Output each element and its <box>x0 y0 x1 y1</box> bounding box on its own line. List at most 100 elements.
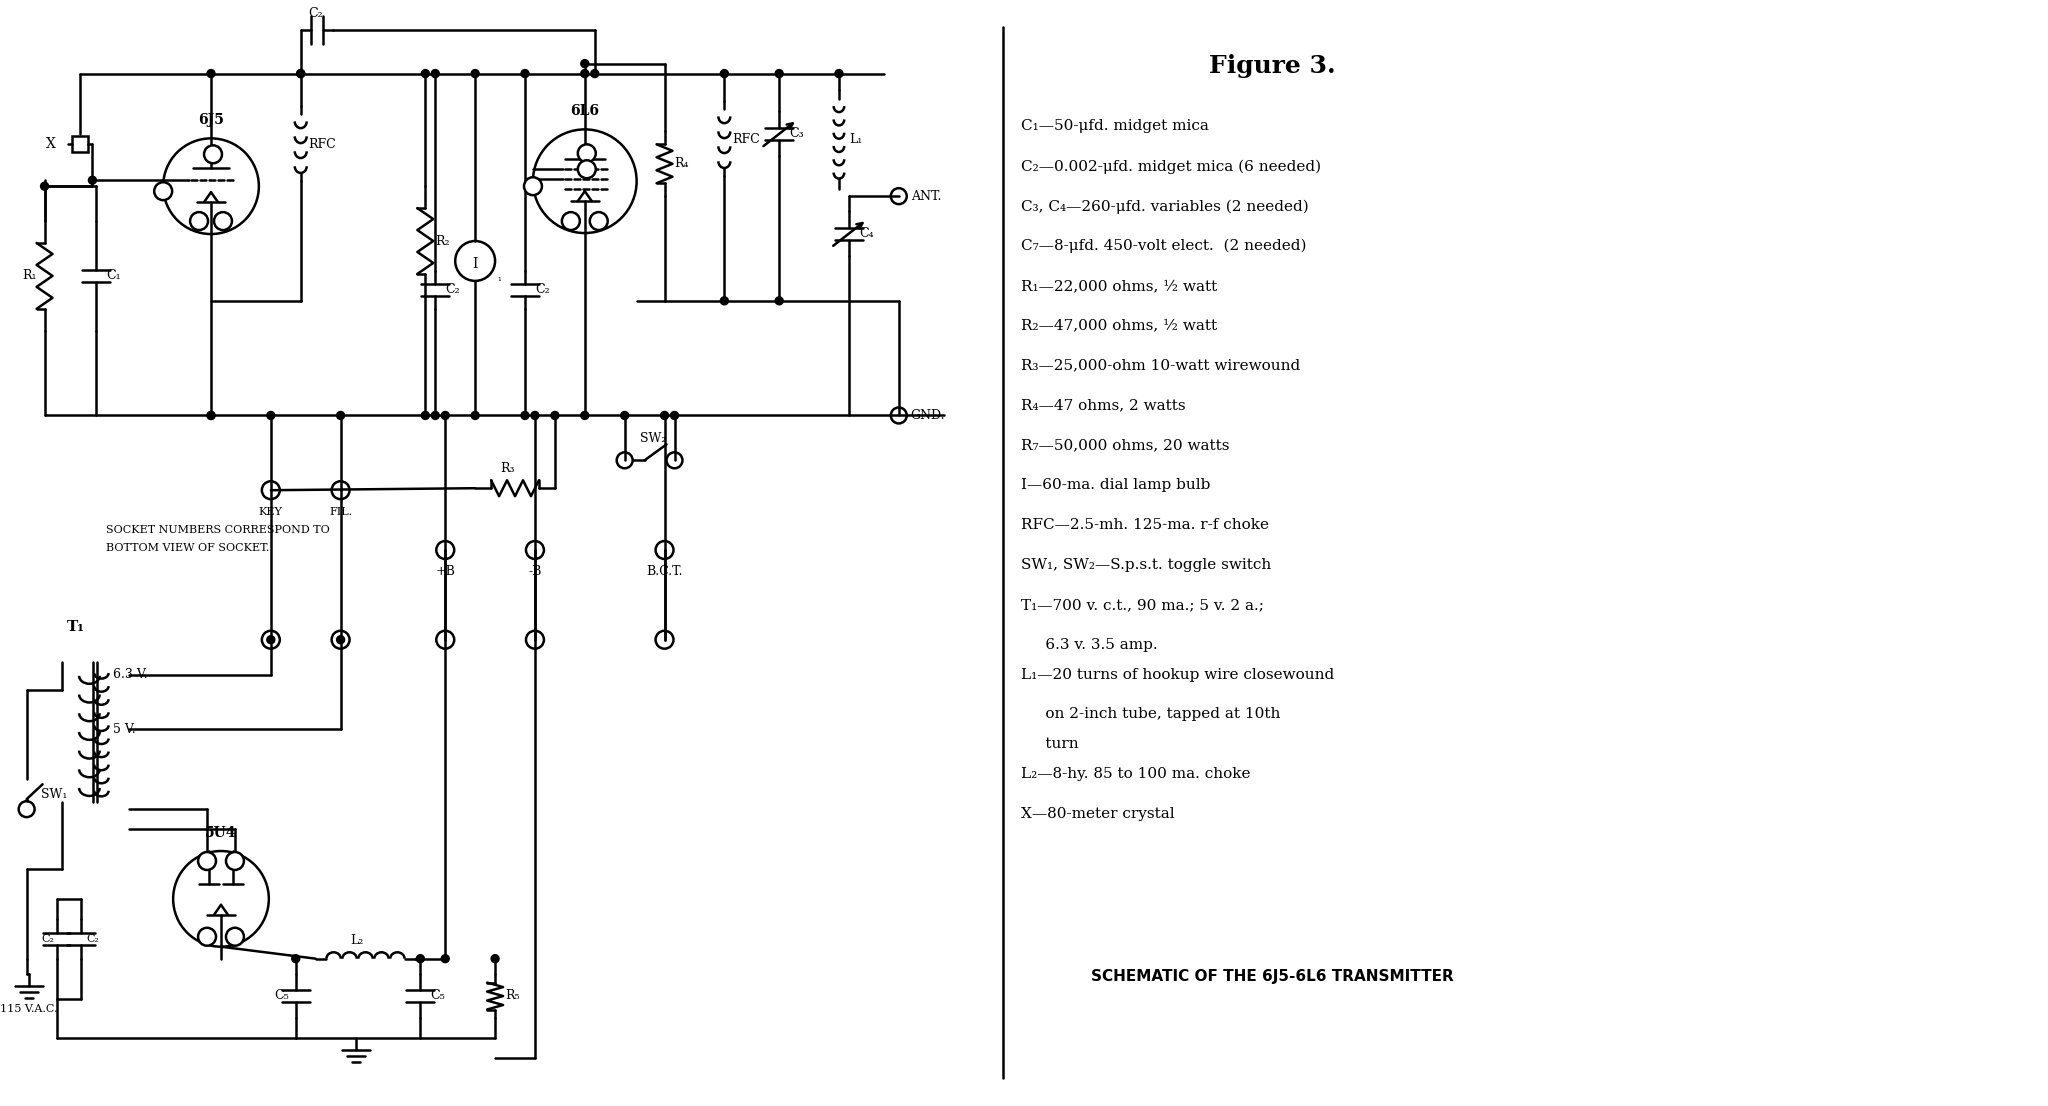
Text: R₁—22,000 ohms, ½ watt: R₁—22,000 ohms, ½ watt <box>1022 279 1219 293</box>
Circle shape <box>551 411 559 419</box>
Text: 5: 5 <box>160 186 166 196</box>
Text: C₇—8-μfd. 450-volt elect.  (2 needed): C₇—8-μfd. 450-volt elect. (2 needed) <box>1022 239 1307 253</box>
Text: C₅: C₅ <box>274 989 289 1002</box>
Circle shape <box>721 70 729 77</box>
Circle shape <box>590 212 608 230</box>
Text: C₃: C₃ <box>788 127 803 139</box>
Text: SW₂: SW₂ <box>639 431 666 445</box>
Text: on 2-inch tube, tapped at 10th: on 2-inch tube, tapped at 10th <box>1022 708 1280 721</box>
Text: T₁—700 v. c.t., 90 ma.; 5 v. 2 a.;: T₁—700 v. c.t., 90 ma.; 5 v. 2 a.; <box>1022 598 1264 612</box>
Text: 6.3 V.: 6.3 V. <box>113 668 147 681</box>
Text: L₁—20 turns of hookup wire closewound: L₁—20 turns of hookup wire closewound <box>1022 668 1335 681</box>
Circle shape <box>207 70 215 77</box>
Text: 4: 4 <box>205 931 211 941</box>
Text: RFC: RFC <box>733 133 760 146</box>
Circle shape <box>336 411 344 419</box>
Circle shape <box>432 70 438 77</box>
Circle shape <box>266 411 274 419</box>
Text: I: I <box>473 257 477 271</box>
Text: C₃, C₄—260-μfd. variables (2 needed): C₃, C₄—260-μfd. variables (2 needed) <box>1022 199 1309 213</box>
Text: Figure 3.: Figure 3. <box>1208 53 1335 77</box>
Text: 6L6: 6L6 <box>569 104 600 118</box>
Circle shape <box>336 636 344 644</box>
Text: RFC: RFC <box>309 138 336 150</box>
Text: C₂: C₂ <box>41 933 55 943</box>
Text: I—60-ma. dial lamp bulb: I—60-ma. dial lamp bulb <box>1022 478 1210 492</box>
Text: 7: 7 <box>219 216 225 226</box>
Circle shape <box>520 411 528 419</box>
Circle shape <box>422 411 430 419</box>
Text: R₂—47,000 ohms, ½ watt: R₂—47,000 ohms, ½ watt <box>1022 319 1217 333</box>
Text: 8: 8 <box>231 856 238 866</box>
Text: R₃: R₃ <box>500 462 514 474</box>
Circle shape <box>492 954 500 962</box>
Text: B.C.T.: B.C.T. <box>647 565 682 578</box>
Text: 2: 2 <box>567 216 573 226</box>
Circle shape <box>578 160 596 178</box>
Text: SOCKET NUMBERS CORRESPOND TO: SOCKET NUMBERS CORRESPOND TO <box>106 525 330 535</box>
Circle shape <box>582 60 588 67</box>
Circle shape <box>199 852 215 870</box>
Circle shape <box>520 70 528 77</box>
Text: C₂—0.002-μfd. midget mica (6 needed): C₂—0.002-μfd. midget mica (6 needed) <box>1022 159 1321 174</box>
Text: C₄: C₄ <box>858 227 874 240</box>
Circle shape <box>524 177 543 195</box>
Text: C₁—50-μfd. midget mica: C₁—50-μfd. midget mica <box>1022 119 1208 134</box>
Text: X: X <box>45 137 55 152</box>
Text: 5U4: 5U4 <box>205 826 238 841</box>
Circle shape <box>670 411 678 419</box>
Circle shape <box>561 212 580 230</box>
Text: FIL.: FIL. <box>330 508 352 518</box>
Text: 115 V.A.C.: 115 V.A.C. <box>0 1003 57 1013</box>
Text: turn: turn <box>1022 738 1079 751</box>
Text: 7: 7 <box>596 216 602 226</box>
Circle shape <box>422 70 430 77</box>
Text: R₂: R₂ <box>436 234 451 248</box>
Circle shape <box>440 411 449 419</box>
Text: 3: 3 <box>211 149 217 159</box>
Circle shape <box>225 928 244 946</box>
Circle shape <box>416 954 424 962</box>
Text: L₁: L₁ <box>850 133 862 146</box>
Text: L₂: L₂ <box>350 935 365 947</box>
Circle shape <box>266 636 274 644</box>
Circle shape <box>578 145 596 163</box>
Circle shape <box>225 852 244 870</box>
Text: -B: -B <box>528 565 541 578</box>
Text: C₂: C₂ <box>444 283 461 296</box>
Circle shape <box>291 954 299 962</box>
Text: 3: 3 <box>584 165 590 175</box>
Circle shape <box>590 70 598 77</box>
Bar <box>72 136 88 153</box>
Text: ANT.: ANT. <box>911 189 942 202</box>
Circle shape <box>213 212 231 230</box>
Circle shape <box>190 212 209 230</box>
Circle shape <box>297 70 305 77</box>
Circle shape <box>41 182 49 190</box>
Text: 6J5: 6J5 <box>199 114 223 127</box>
Circle shape <box>582 70 588 77</box>
Text: C₁: C₁ <box>106 270 121 282</box>
Text: C₂: C₂ <box>309 8 324 20</box>
Text: 2: 2 <box>197 216 203 226</box>
Text: KEY: KEY <box>258 508 283 518</box>
Text: RFC—2.5-mh. 125-ma. r-f choke: RFC—2.5-mh. 125-ma. r-f choke <box>1022 518 1270 532</box>
Text: 6.3 v. 3.5 amp.: 6.3 v. 3.5 amp. <box>1022 638 1157 651</box>
Circle shape <box>836 70 844 77</box>
Text: GND.: GND. <box>911 409 946 422</box>
Circle shape <box>621 411 629 419</box>
Circle shape <box>440 954 449 962</box>
Circle shape <box>776 296 782 305</box>
Text: R₁: R₁ <box>23 270 37 282</box>
Text: 6: 6 <box>205 856 211 866</box>
Circle shape <box>205 145 221 164</box>
Circle shape <box>471 411 479 419</box>
Text: ₁: ₁ <box>498 274 502 283</box>
Circle shape <box>88 176 96 185</box>
Text: 5 V.: 5 V. <box>113 723 135 735</box>
Text: C₂: C₂ <box>86 933 98 943</box>
Text: 2: 2 <box>231 931 238 941</box>
Text: R₃—25,000-ohm 10-watt wirewound: R₃—25,000-ohm 10-watt wirewound <box>1022 358 1300 373</box>
Text: R₅: R₅ <box>506 989 520 1002</box>
Circle shape <box>207 411 215 419</box>
